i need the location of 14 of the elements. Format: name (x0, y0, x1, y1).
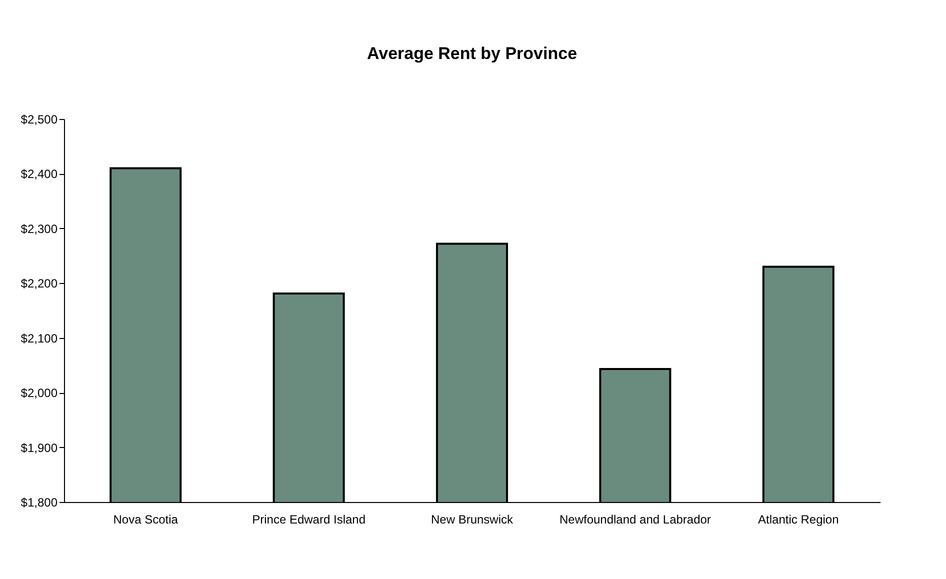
x-tick-label: Atlantic Region (758, 512, 839, 526)
x-tick-label: Prince Edward Island (252, 512, 366, 526)
chart-title: Average Rent by Province (366, 44, 578, 63)
x-tick-label: Newfoundland and Labrador (559, 512, 711, 526)
y-tick-label: $2,200 (20, 276, 58, 291)
y-tick-label: $1,800 (20, 496, 58, 510)
y-tick-label: $2,400 (20, 167, 58, 182)
y-tick-label: $2,000 (20, 386, 58, 400)
y-tick-label: $2,500 (20, 112, 58, 126)
y-tick-label: $1,900 (20, 440, 58, 455)
y-tick-label: $2,300 (20, 222, 58, 236)
y-tick-label: $2,100 (20, 331, 58, 346)
x-tick-label: Nova Scotia (113, 512, 178, 526)
x-tick-label: New Brunswick (430, 512, 514, 526)
